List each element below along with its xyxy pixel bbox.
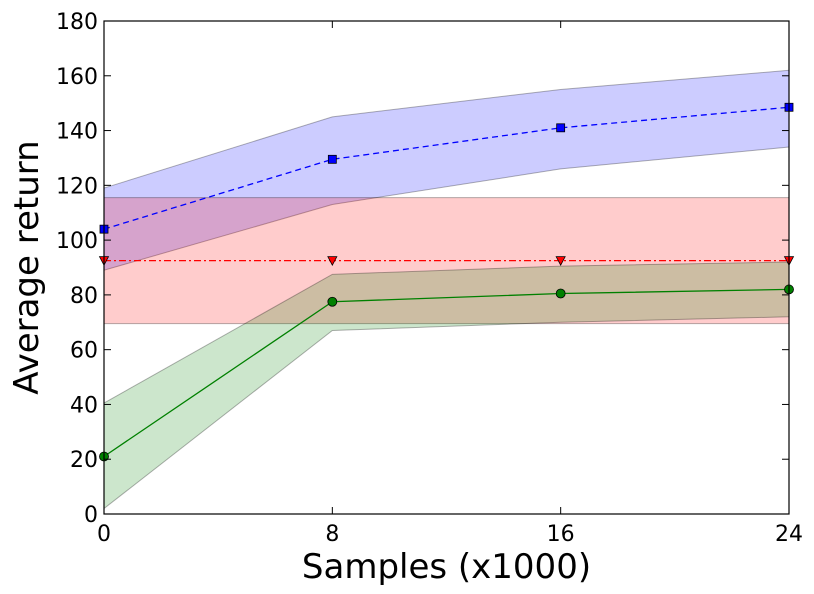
line-blue <box>103 106 790 230</box>
y-tick-label-180: 180 <box>56 10 98 35</box>
y-tick-label-120: 120 <box>56 174 98 199</box>
y-tick-label-100: 100 <box>56 229 98 254</box>
y-tick-label-40: 40 <box>70 393 98 418</box>
x-tick-label-16: 16 <box>547 522 575 547</box>
point-red-1 <box>327 256 338 267</box>
series-lines <box>103 106 790 458</box>
x-tick-label-0: 0 <box>97 522 111 547</box>
x-tick-label-8: 8 <box>325 522 339 547</box>
x-tick-label-24: 24 <box>775 522 803 547</box>
y-tick-label-20: 20 <box>70 448 98 473</box>
plot-area-frame <box>103 20 790 515</box>
axis-ticks: 0 8 16 24 0 20 40 60 80 100 120 140 160 180 <box>56 10 803 547</box>
point-red-2 <box>555 256 566 267</box>
y-tick-label-0: 0 <box>84 503 98 528</box>
x-axis-label: Samples (x1000) <box>302 547 591 587</box>
line-green <box>103 288 790 458</box>
y-tick-label-80: 80 <box>70 284 98 309</box>
point-green-2 <box>555 288 566 299</box>
point-green-1 <box>327 296 338 307</box>
y-tick-label-60: 60 <box>70 339 98 364</box>
point-blue-1 <box>327 154 337 164</box>
y-tick-label-160: 160 <box>56 65 98 90</box>
point-blue-2 <box>556 123 566 133</box>
y-tick-label-140: 140 <box>56 120 98 145</box>
y-axis-label: Average return <box>7 140 47 394</box>
